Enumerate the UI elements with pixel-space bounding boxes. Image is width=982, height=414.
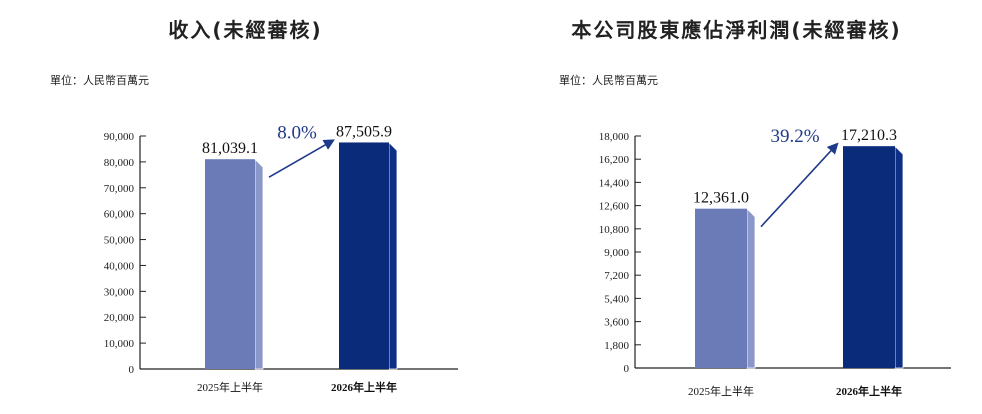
y-tick-label: 10,000 xyxy=(104,338,135,350)
x-category-label: 2025年上半年 xyxy=(197,380,263,394)
bar xyxy=(843,146,895,368)
growth-label: 8.0% xyxy=(277,122,317,143)
growth-label: 39.2% xyxy=(770,126,819,147)
revenue-chart-panel: 收入(未經審核) 單位：人民幣百萬元 0 10,000 20,000 30,000 40… xyxy=(50,18,458,394)
net-profit-chart-panel: 本公司股東應佔淨利潤(未經審核) 單位：人民幣百萬元 0 1,800 3,600 5,… xyxy=(491,0,982,414)
y-tick-label: 3,600 xyxy=(604,317,629,329)
y-tick-label: 10,800 xyxy=(599,224,630,236)
y-tick-label: 1,800 xyxy=(604,340,629,352)
bar xyxy=(695,208,747,368)
bar-value-label: 81,039.1 xyxy=(202,140,258,157)
y-tick-label: 14,400 xyxy=(599,177,630,189)
y-tick-label: 0 xyxy=(624,363,630,375)
chart-title: 收入(未經審核) xyxy=(168,18,323,42)
net-profit-bar-chart: 0 1,800 3,600 5,400 7,200 9,000 10,800 12,600 14… xyxy=(599,126,951,398)
y-tick-label: 20,000 xyxy=(104,312,135,324)
y-tick-label: 7,200 xyxy=(604,270,629,282)
bar-side xyxy=(894,145,904,369)
y-tick-label: 30,000 xyxy=(104,286,135,298)
x-category-label: 2025年上半年 xyxy=(688,384,754,398)
y-tick-label: 9,000 xyxy=(604,247,629,259)
y-tick-label: 16,200 xyxy=(599,154,630,166)
y-tick-label: 70,000 xyxy=(104,183,135,195)
bar xyxy=(205,159,255,369)
x-category-label: 2026年上半年 xyxy=(836,384,902,398)
y-tick-label: 50,000 xyxy=(104,235,135,247)
growth-arrow xyxy=(760,142,839,228)
chart-title: 本公司股東應佔淨利潤(未經審核) xyxy=(571,18,902,42)
bar-side xyxy=(388,141,398,370)
y-tick-label: 80,000 xyxy=(104,157,135,169)
bar-value-label: 17,210.3 xyxy=(841,127,897,144)
revenue-bar-chart: 0 10,000 20,000 30,000 40,000 50,000 60,000 70,… xyxy=(104,122,458,394)
y-tick-label: 0 xyxy=(129,364,135,376)
bar-value-label: 12,361.0 xyxy=(693,190,749,207)
y-tick-label: 60,000 xyxy=(104,209,135,221)
bar xyxy=(339,142,389,369)
x-category-label: 2026年上半年 xyxy=(331,380,397,394)
y-tick-label: 90,000 xyxy=(104,131,135,143)
bar-side xyxy=(746,207,756,369)
y-tick-label: 40,000 xyxy=(104,260,135,272)
bar-value-label: 87,505.9 xyxy=(336,123,392,140)
y-tick-label: 5,400 xyxy=(604,293,629,305)
unit-label: 單位：人民幣百萬元 xyxy=(559,74,658,87)
y-tick-label: 12,600 xyxy=(599,201,630,213)
growth-arrow xyxy=(268,139,335,178)
unit-label: 單位：人民幣百萬元 xyxy=(50,74,149,87)
bar-side xyxy=(254,158,264,370)
y-tick-label: 18,000 xyxy=(599,131,630,143)
